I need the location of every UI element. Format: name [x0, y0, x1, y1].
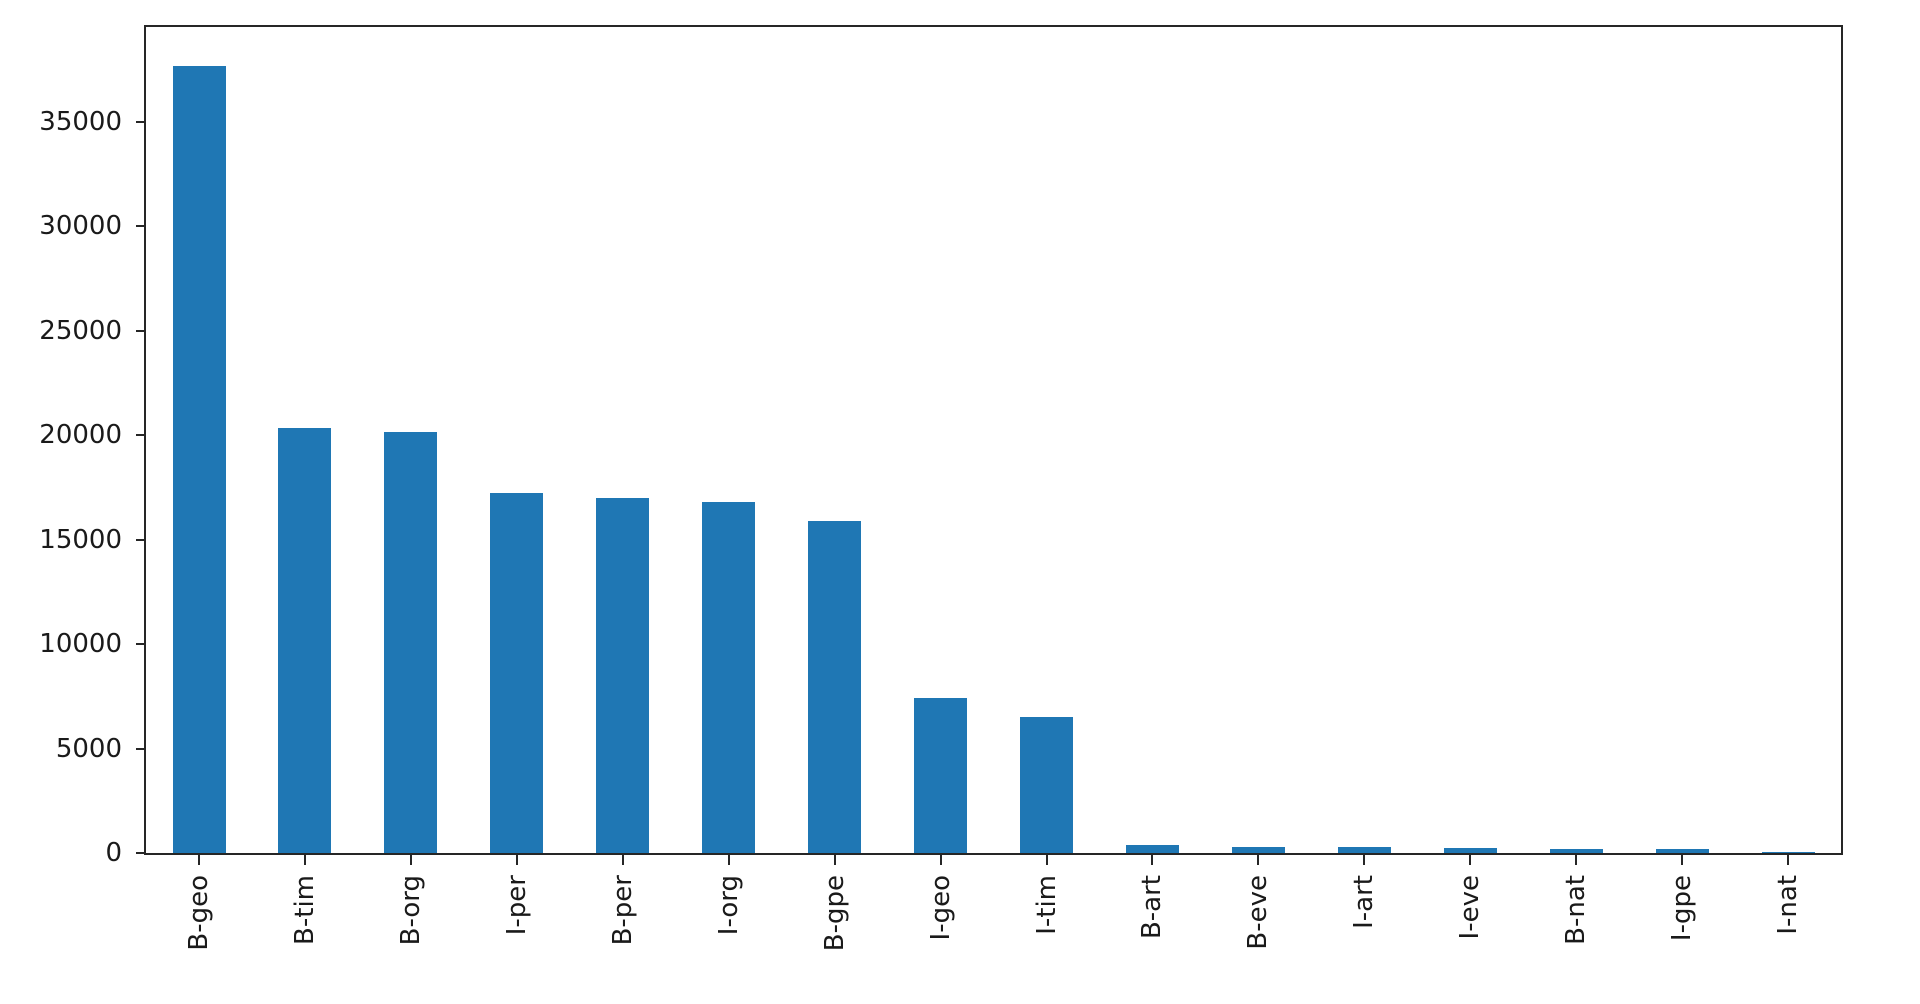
x-tick-mark — [1469, 855, 1472, 865]
x-tick-mark — [621, 855, 624, 865]
bar-I-art — [1337, 846, 1391, 853]
bar-I-tim — [1020, 716, 1073, 853]
x-tick-mark — [409, 855, 412, 865]
x-tick-label-I-per: I-per — [501, 875, 532, 936]
y-tick-mark — [136, 852, 146, 854]
x-tick-mark — [1045, 855, 1048, 865]
y-tick-mark — [136, 434, 146, 436]
y-tick-label: 0 — [105, 838, 122, 868]
bar-B-nat — [1549, 848, 1603, 853]
x-tick-mark — [727, 855, 730, 865]
x-tick-label-I-geo: I-geo — [925, 875, 956, 941]
y-tick-label: 15000 — [39, 524, 122, 555]
x-tick-label-I-art: I-art — [1349, 875, 1380, 929]
x-tick-label-B-gpe: B-gpe — [819, 875, 850, 952]
y-tick-mark — [136, 120, 146, 123]
x-tick-label-B-nat: B-nat — [1561, 875, 1592, 945]
bar-B-gpe — [808, 521, 862, 853]
y-tick-label: 30000 — [39, 211, 122, 242]
y-tick-label: 20000 — [39, 420, 122, 450]
x-tick-mark — [1681, 855, 1684, 865]
y-tick-label: 35000 — [39, 106, 122, 137]
bar-B-org — [384, 432, 438, 853]
y-tick-label: 5000 — [55, 733, 122, 764]
bar-B-geo — [172, 66, 226, 853]
bar-B-eve — [1231, 846, 1285, 853]
x-tick-mark — [303, 855, 306, 865]
y-tick-mark — [136, 329, 146, 332]
bar-I-geo — [914, 698, 967, 853]
x-tick-label-B-art: B-art — [1137, 875, 1168, 940]
bar-I-gpe — [1655, 848, 1709, 853]
x-tick-label-B-eve: B-eve — [1243, 875, 1274, 950]
x-tick-label-B-geo: B-geo — [184, 875, 214, 951]
bar-I-nat — [1761, 851, 1815, 853]
x-tick-label-I-org: I-org — [713, 875, 744, 936]
x-tick-mark — [1257, 855, 1260, 865]
x-tick-mark — [1151, 855, 1154, 865]
bar-B-art — [1125, 844, 1179, 853]
y-tick-mark — [136, 538, 146, 541]
bar-I-eve — [1443, 847, 1497, 853]
x-tick-label-I-tim: I-tim — [1031, 875, 1062, 935]
x-tick-label-I-eve: I-eve — [1455, 875, 1486, 940]
x-tick-label-I-gpe: I-gpe — [1667, 875, 1698, 942]
x-tick-label-B-per: B-per — [607, 875, 638, 946]
y-tick-mark — [136, 643, 146, 645]
y-tick-mark — [136, 225, 146, 228]
x-tick-label-B-tim: B-tim — [289, 875, 320, 945]
x-tick-mark — [515, 855, 518, 865]
x-tick-mark — [939, 855, 942, 865]
x-tick-mark — [1575, 855, 1578, 865]
bar-B-tim — [278, 428, 332, 853]
x-tick-mark — [1363, 855, 1366, 865]
x-tick-mark — [198, 855, 200, 865]
x-tick-label-B-org: B-org — [395, 875, 426, 946]
x-tick-mark — [833, 855, 836, 865]
y-tick-mark — [136, 747, 146, 750]
bar-I-org — [702, 502, 756, 853]
x-tick-mark — [1787, 855, 1789, 865]
y-tick-label: 25000 — [39, 315, 122, 346]
bar-B-per — [596, 497, 650, 853]
y-tick-label: 10000 — [39, 629, 122, 659]
bar-I-per — [490, 492, 544, 853]
x-tick-label-I-nat: I-nat — [1773, 875, 1803, 935]
